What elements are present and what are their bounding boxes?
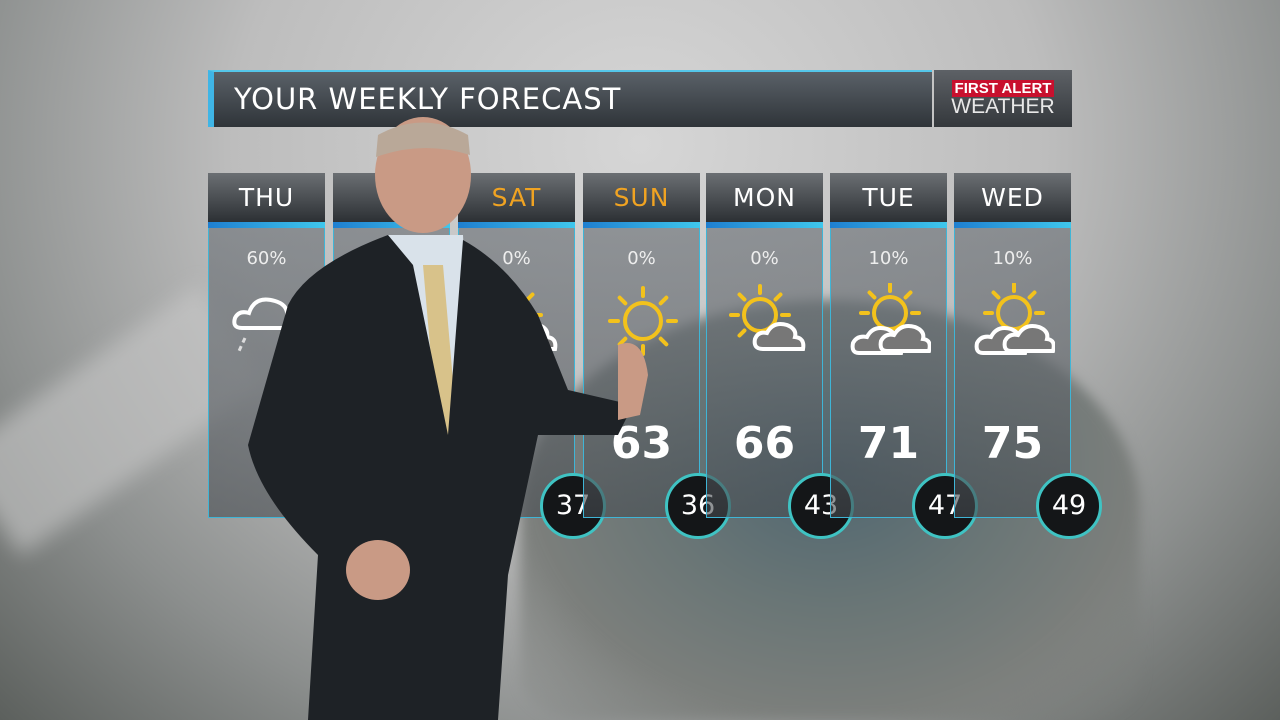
meteorologist: [248, 117, 648, 720]
sun-clouds-icon: [850, 283, 931, 355]
accent-bar: [583, 222, 700, 228]
high-temp: 75: [981, 418, 1044, 469]
day-label: MON: [706, 173, 823, 222]
day-body: 10% 71: [830, 228, 947, 518]
day-column-wed: WED 10% 75: [954, 173, 1071, 518]
first-alert-weather-logo: FIRST ALERT WEATHER: [934, 70, 1072, 127]
accent-bar: [208, 222, 325, 228]
accent-bar: [706, 222, 823, 228]
precip-chance: 0%: [627, 248, 656, 269]
accent-bar: [458, 222, 575, 228]
precip-chance: 0%: [502, 248, 531, 269]
sun-clouds-icon: [974, 283, 1055, 355]
day-label: THU: [208, 173, 325, 222]
accent-bar: [830, 222, 947, 228]
title-bar: YOUR WEEKLY FORECAST: [208, 70, 932, 127]
low-temp-badge: 49: [1036, 473, 1102, 539]
day-label: TUE: [830, 173, 947, 222]
low-temp-badge: 37: [540, 473, 606, 539]
page-title: YOUR WEEKLY FORECAST: [234, 82, 622, 116]
sun-icon: [608, 286, 678, 356]
high-temp: 66: [733, 418, 796, 469]
precip-chance: 0%: [750, 248, 779, 269]
precip-chance: 10%: [992, 248, 1033, 269]
accent-bar: [954, 222, 1071, 228]
day-body: 0% 66: [706, 228, 823, 518]
precip-chance: 10%: [868, 248, 909, 269]
day-column-mon: MON 0% 66: [706, 173, 823, 518]
precip-chance: 60%: [246, 248, 287, 269]
day-label: SAT: [458, 173, 575, 222]
day-column-thu: THU 60% 5: [208, 173, 325, 518]
day-label: SUN: [583, 173, 700, 222]
day-label: WED: [954, 173, 1071, 222]
high-temp: 71: [857, 418, 920, 469]
accent-bar: [333, 222, 450, 228]
sun-cloud-icon: [729, 284, 806, 351]
day-column-tue: TUE 10% 71: [830, 173, 947, 518]
day-body: 10% 75: [954, 228, 1071, 518]
